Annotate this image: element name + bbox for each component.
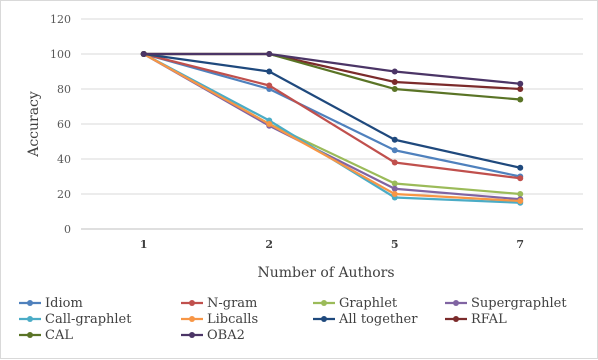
data-point (517, 86, 524, 92)
legend-item: Libcalls (181, 312, 258, 327)
data-point (517, 80, 524, 87)
legend-item: All together (313, 312, 418, 327)
data-point (391, 191, 398, 197)
y-tick-label: 20 (57, 188, 71, 201)
series-line (143, 53, 521, 204)
data-point (391, 180, 398, 187)
legend-swatch-marker (189, 300, 195, 306)
legend-swatch-marker (321, 316, 327, 322)
data-point (391, 159, 398, 166)
legend-swatch-marker (189, 332, 195, 338)
data-point (517, 164, 524, 171)
legend-label: CAL (45, 328, 73, 343)
x-tick-label: 1 (140, 238, 148, 251)
data-point (391, 147, 398, 154)
legend-label: Call-graphlet (45, 312, 132, 327)
legend-item: Graphlet (313, 296, 398, 311)
legend-swatch-marker (453, 316, 459, 322)
legend-item: Supergraphlet (445, 296, 567, 311)
data-point (266, 51, 273, 57)
legend-swatch-marker (453, 300, 459, 306)
y-tick-label: 120 (50, 13, 71, 26)
x-tick-labels: 1 2 5 7 (140, 238, 524, 251)
y-tick-label: 60 (57, 118, 71, 131)
series-line (143, 53, 521, 201)
y-tick-label: 40 (57, 153, 71, 166)
y-tick-label: 80 (57, 83, 71, 96)
series-line (143, 53, 521, 203)
data-point (517, 191, 524, 197)
x-tick-label: 7 (516, 238, 524, 251)
legend-swatch-marker (321, 300, 327, 306)
series-line (143, 52, 521, 169)
series-line (143, 52, 521, 178)
legend-label: Libcalls (207, 312, 258, 327)
data-point (266, 68, 273, 75)
data-point (391, 68, 398, 75)
data-point (266, 82, 273, 89)
legend-item: CAL (19, 328, 73, 343)
legend-swatch-marker (27, 300, 33, 306)
series-line (143, 52, 521, 180)
data-point (391, 79, 398, 85)
data-point (391, 185, 398, 192)
data-point (391, 136, 398, 143)
legend-label: Supergraphlet (471, 296, 567, 311)
legend-label: RFAL (471, 312, 507, 327)
x-axis-title: Number of Authors (257, 265, 394, 281)
series-line (143, 52, 521, 85)
legend-swatch-marker (27, 332, 33, 338)
legend-swatch-marker (27, 316, 33, 322)
legend-item: Call-graphlet (19, 312, 132, 327)
y-tick-labels: 0 20 40 60 80 100 120 (50, 13, 71, 236)
legend-item: OBA2 (181, 328, 245, 343)
series-call-graphlet (140, 51, 524, 206)
x-tick-label: 2 (265, 238, 273, 251)
series-supergraphlet (140, 51, 524, 203)
legend-label: All together (338, 312, 418, 327)
legend-item: N-gram (181, 296, 257, 311)
data-point (391, 86, 398, 92)
y-axis-title: Accuracy (26, 91, 42, 158)
legend: Idiom N-gram Graphlet Supergraphlet Call-gra… (19, 296, 567, 343)
series-cal (140, 51, 524, 103)
y-tick-label: 100 (50, 48, 71, 61)
legend-label: OBA2 (207, 328, 245, 343)
series-lines (140, 51, 524, 206)
x-tick-label: 5 (391, 238, 399, 251)
legend-item: Idiom (19, 296, 83, 311)
data-point (140, 51, 147, 57)
legend-label: Idiom (45, 296, 83, 311)
y-tick-label: 0 (64, 223, 71, 236)
legend-swatch-marker (189, 316, 195, 322)
legend-item: RFAL (445, 312, 507, 327)
data-point (517, 198, 524, 204)
data-point (517, 96, 524, 103)
series-libcalls (140, 51, 524, 204)
series-oba2 (140, 51, 524, 87)
data-point (517, 175, 524, 182)
legend-label: Graphlet (339, 296, 398, 311)
legend-label: N-gram (207, 296, 257, 311)
data-point (266, 121, 273, 127)
